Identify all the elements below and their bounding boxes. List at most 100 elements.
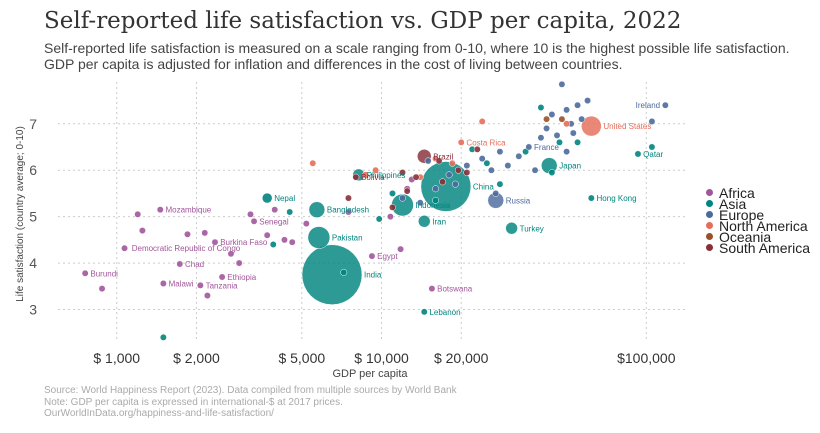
point-label: Ireland <box>636 101 660 110</box>
point-label: Egypt <box>377 252 398 261</box>
data-point-africa <box>247 210 254 218</box>
y-tick-label: 7 <box>29 116 37 132</box>
legend-label: Asia <box>719 195 747 212</box>
point-label: Philippines <box>367 171 406 180</box>
data-point-asia <box>587 194 595 202</box>
legend-item-north-america[interactable]: North America <box>706 218 810 234</box>
chart-title: Self-reported life satisfaction vs. GDP … <box>44 8 682 34</box>
point-label: Mozambique <box>165 206 211 215</box>
data-point-africa <box>281 236 288 244</box>
data-point-south-america <box>403 187 411 195</box>
x-tick-label: $100,000 <box>617 350 676 366</box>
legend-item-oceania[interactable]: Oceania <box>706 229 810 245</box>
point-label: Brazil <box>433 152 453 161</box>
legend-item-africa[interactable]: Africa <box>706 184 810 201</box>
source-url: OurWorldInData.org/happiness-and-life-sa… <box>44 408 274 419</box>
data-point-north-america <box>309 159 317 167</box>
point-label: Japan <box>559 162 581 171</box>
x-tick-label: $ 5,000 <box>278 350 325 366</box>
data-point-north-america <box>581 115 602 137</box>
legend-label: Africa <box>719 184 755 201</box>
data-point-europe <box>537 134 545 142</box>
data-point-africa <box>121 244 128 252</box>
data-point-africa <box>196 281 204 289</box>
data-point-africa <box>184 230 191 238</box>
legend-item-asia[interactable]: Asia <box>706 195 810 212</box>
point-label: Indonesia <box>415 201 450 210</box>
data-point-asia <box>375 215 383 223</box>
footer: Source: World Happiness Report (2023). D… <box>44 385 457 420</box>
x-tick-label: $ 2,000 <box>173 350 220 366</box>
data-point-europe <box>463 162 471 170</box>
data-point-europe <box>574 101 582 109</box>
x-tick-label: $ 1,000 <box>93 350 140 366</box>
data-point-europe <box>496 148 504 156</box>
legend-item-europe[interactable]: Europe <box>706 206 810 223</box>
point-label: Democratic Republic of Congo <box>132 244 241 253</box>
data-point-south-america <box>454 166 462 174</box>
data-point-africa <box>235 259 243 267</box>
data-point-africa <box>134 210 142 218</box>
x-axis-label: GDP per capita <box>332 368 408 380</box>
point-label: Chad <box>185 260 204 269</box>
point-label: Costa Rica <box>466 138 506 147</box>
data-point-asia <box>301 244 363 305</box>
data-point-africa <box>201 229 209 237</box>
point-label: Lebanon <box>429 308 460 317</box>
data-point-north-america <box>448 159 456 167</box>
data-point-africa <box>288 238 296 246</box>
data-point-europe <box>525 143 533 151</box>
data-point-north-america <box>372 166 380 174</box>
data-point-asia <box>420 308 428 316</box>
data-point-europe <box>584 97 592 105</box>
legend-swatch <box>706 211 713 218</box>
data-point-europe <box>478 155 486 163</box>
data-point-europe <box>399 194 406 202</box>
point-label: Tanzania <box>206 281 239 290</box>
data-point-asia <box>389 189 396 197</box>
source-note: Source: World Happiness Report (2023). D… <box>44 385 457 396</box>
point-label: Nepal <box>274 194 295 203</box>
x-tick-label: $ 10,000 <box>354 350 409 366</box>
y-tick-label: 3 <box>29 302 37 318</box>
point-labels: India China Pakistan Indonesia United States… <box>90 101 663 317</box>
legend-item-south-america[interactable]: South America <box>706 240 810 256</box>
data-point-asia <box>574 138 582 146</box>
point-label: Hong Kong <box>597 194 637 203</box>
data-point-africa <box>263 231 271 239</box>
data-point-asia <box>634 150 642 158</box>
data-point-asia <box>522 148 530 156</box>
data-point-south-america <box>399 169 406 176</box>
data-point-africa <box>176 260 184 268</box>
data-point-africa <box>302 220 310 228</box>
data-point-africa <box>428 285 436 293</box>
point-label: Iran <box>432 217 446 226</box>
data-point-europe <box>451 180 459 188</box>
data-point-asia <box>308 201 326 218</box>
legend-label: Europe <box>719 206 765 223</box>
data-point-south-america <box>352 173 360 181</box>
data-point-europe <box>661 101 669 109</box>
data-point-south-america <box>412 173 420 181</box>
x-tick-label: $ 20,000 <box>434 350 489 366</box>
point-label: Turkey <box>520 224 544 233</box>
data-point-europe <box>515 152 523 160</box>
data-point-asia <box>340 268 348 276</box>
data-point-asia <box>505 222 518 235</box>
data-point-south-america <box>473 145 481 153</box>
data-point-asia <box>432 196 440 204</box>
point-label: Ethiopia <box>227 273 256 282</box>
y-tick-label: 5 <box>29 209 37 225</box>
data-point-africa <box>344 208 352 216</box>
data-point-africa <box>156 206 164 214</box>
point-label: Burkina Faso <box>220 238 268 247</box>
data-point-north-america <box>563 120 571 128</box>
data-point-oceania <box>558 115 566 123</box>
data-point-asia <box>537 104 545 111</box>
data-point-asia <box>483 159 491 167</box>
data-point-asia <box>648 143 656 151</box>
data-point-europe <box>445 171 453 179</box>
point-label: Botswana <box>437 285 473 294</box>
data-point-europe <box>648 118 656 125</box>
y-axis-ticks: 3 4 5 6 7 <box>29 116 37 318</box>
